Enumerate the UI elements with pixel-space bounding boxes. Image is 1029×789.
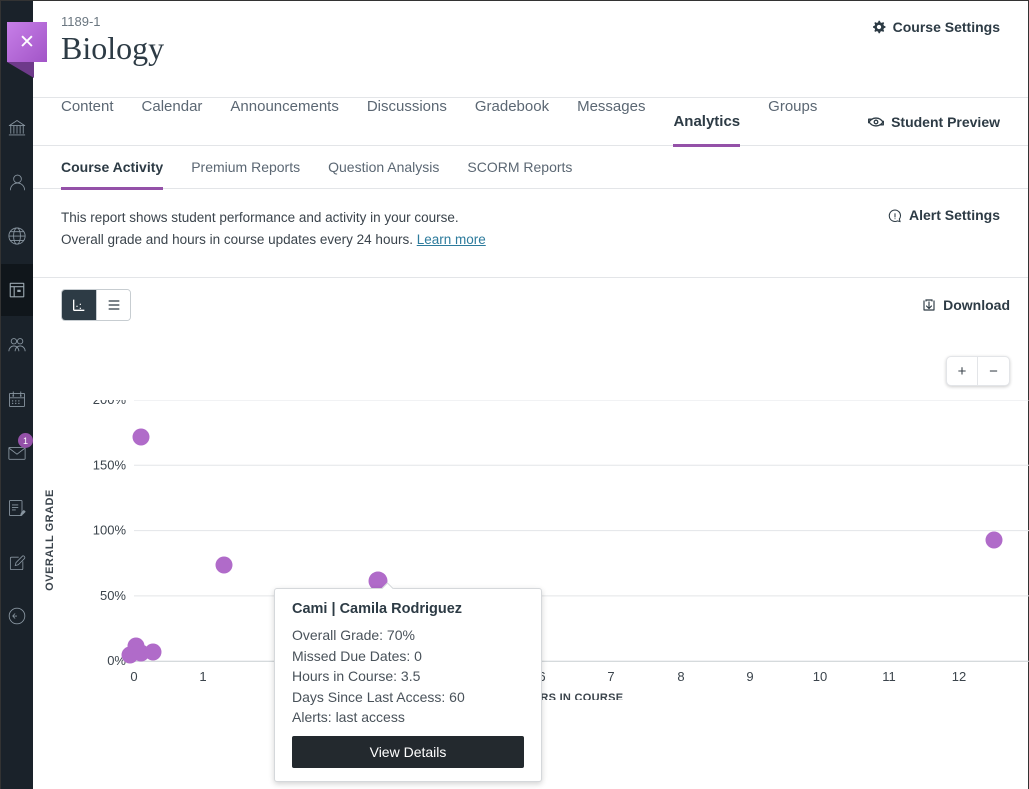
svg-text:11: 11 <box>882 669 896 684</box>
svg-text:150%: 150% <box>93 457 127 472</box>
svg-text:8: 8 <box>677 669 684 684</box>
svg-text:0: 0 <box>130 669 137 684</box>
svg-text:200%: 200% <box>93 400 127 407</box>
svg-text:12: 12 <box>952 669 966 684</box>
svg-text:50%: 50% <box>100 588 126 603</box>
svg-text:7: 7 <box>607 669 614 684</box>
svg-text:100%: 100% <box>93 523 127 538</box>
svg-text:1: 1 <box>199 669 206 684</box>
svg-text:10: 10 <box>813 669 827 684</box>
svg-text:9: 9 <box>746 669 753 684</box>
svg-text:OVERALL GRADE: OVERALL GRADE <box>44 489 56 591</box>
